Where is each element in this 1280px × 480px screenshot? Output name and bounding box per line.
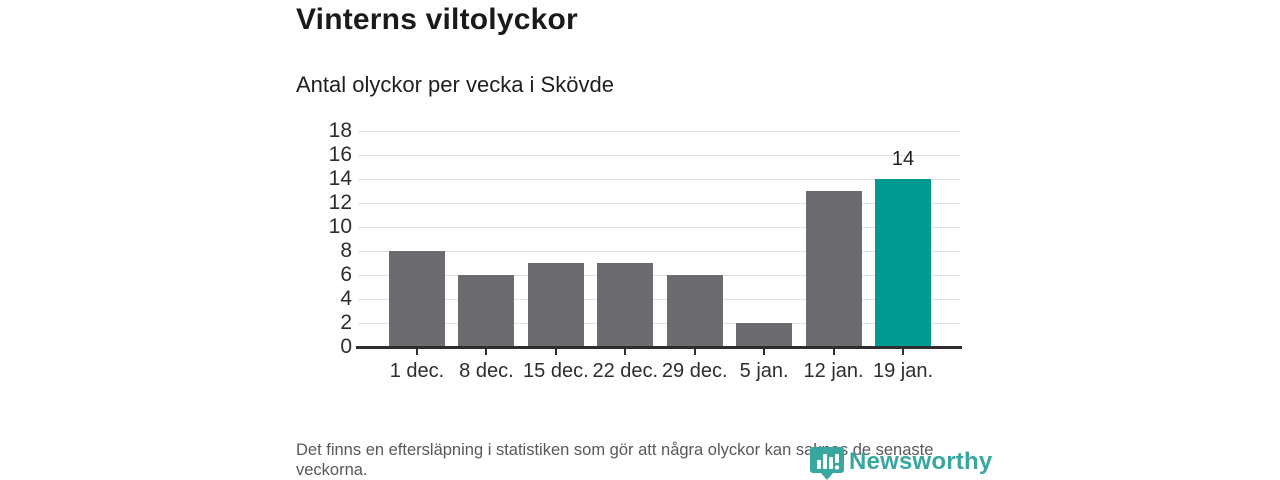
bar — [389, 251, 445, 347]
grid-line — [358, 275, 960, 276]
tick-mark — [416, 349, 418, 355]
grid-line — [358, 323, 960, 324]
bar — [805, 191, 862, 347]
y-tick-label: 2 — [340, 311, 352, 334]
y-tick-label: 6 — [340, 263, 352, 286]
y-tick-label: 4 — [340, 287, 352, 310]
grid-line — [358, 131, 960, 132]
x-axis-line — [356, 346, 962, 349]
grid-line — [358, 299, 960, 300]
x-tick-label: 8 dec. — [459, 360, 514, 382]
x-tick-label: 5 jan. — [739, 360, 789, 382]
bar-value-label: 14 — [891, 148, 915, 170]
newsworthy-pin-barchart-icon — [810, 447, 844, 480]
tick-mark — [554, 349, 557, 355]
y-tick-label: 10 — [328, 215, 352, 238]
y-tick-label: 0 — [340, 335, 352, 358]
x-tick-label: 1 dec. — [389, 360, 445, 382]
x-tick-label: 15 dec. — [523, 360, 589, 382]
footer-note: Det finns en eftersläpning i statistiken… — [296, 441, 934, 479]
grid-line — [358, 203, 960, 204]
grid-line — [358, 251, 960, 252]
tick-mark — [693, 349, 696, 355]
bar — [666, 275, 723, 347]
tick-mark — [624, 349, 627, 355]
tick-mark — [485, 349, 488, 355]
y-tick-label: 8 — [340, 239, 352, 262]
tick-mark — [763, 349, 766, 355]
grid-line — [358, 227, 960, 228]
tick-mark — [902, 349, 904, 355]
grid-line — [358, 155, 960, 156]
y-tick-label: 14 — [328, 167, 352, 190]
bar — [875, 179, 931, 347]
x-tick-label: 19 jan. — [872, 360, 934, 382]
x-tick-label: 22 dec. — [592, 360, 659, 382]
newsworthy-wordmark: Newsworthy — [849, 447, 993, 475]
y-tick-label: 16 — [328, 143, 352, 166]
grid-line — [358, 179, 960, 180]
x-tick-label: 12 jan. — [803, 360, 864, 382]
bar — [527, 263, 584, 347]
y-tick-label: 12 — [328, 191, 352, 214]
bar — [736, 323, 793, 347]
tick-mark — [832, 349, 835, 355]
bar — [597, 263, 654, 347]
page-title: Vinterns viltolyckor — [296, 3, 578, 36]
bar — [458, 275, 515, 347]
newsworthy-logo: Newsworthy — [810, 443, 992, 480]
chart-subtitle: Antal olyckor per vecka i Skövde — [296, 72, 614, 97]
y-tick-label: 18 — [328, 119, 352, 142]
x-tick-label: 29 dec. — [661, 360, 728, 382]
